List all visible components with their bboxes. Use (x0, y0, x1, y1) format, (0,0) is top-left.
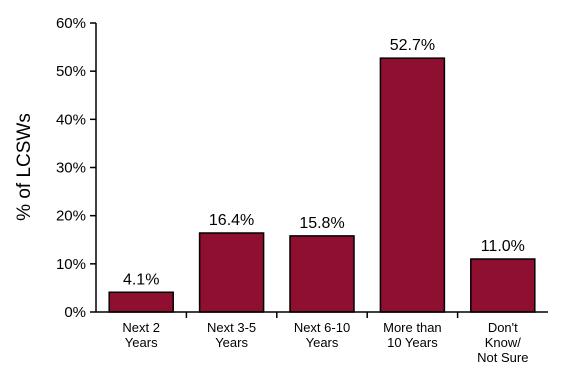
x-tick-label-line: Next 6-10 (294, 320, 350, 335)
y-axis-title: % of LCSWs (14, 113, 35, 221)
x-tick-label-line: Not Sure (477, 350, 528, 365)
bar-data-label: 15.8% (299, 215, 344, 232)
x-tick-label-line: Next 3-5 (207, 320, 256, 335)
data-labels: 4.1% 16.4% 15.8% 52.7% 11.0% (123, 37, 525, 288)
x-tick-label-line: Years (125, 335, 158, 350)
x-tick-label-line: Know/ (485, 335, 522, 350)
x-tick-label: More than 10 Years (383, 320, 442, 350)
y-axis: 0% 10% 20% 30% 40% 50% 60% (56, 15, 97, 321)
x-tick-label-line: Years (306, 335, 339, 350)
y-tick-label: 20% (56, 208, 86, 225)
bar (198, 232, 265, 313)
x-tick-label-line: Next 2 (122, 320, 160, 335)
x-tick-label: Don't Know/Not Sure (477, 320, 528, 365)
x-tick-label-line: 10 Years (387, 335, 438, 350)
bar-data-label: 52.7% (390, 37, 435, 54)
bar (379, 57, 446, 313)
x-tick-label-line: More than (383, 320, 442, 335)
y-tick-label: 30% (56, 160, 86, 177)
x-tick-label: Next 6-10 Years (294, 320, 350, 350)
y-tick-label: 60% (56, 15, 86, 32)
x-tick-label: Next 3-5 Years (207, 320, 256, 350)
x-tick-label-line: Years (215, 335, 248, 350)
bar-data-label: 4.1% (123, 271, 159, 288)
bars (108, 57, 536, 313)
x-tick-label: Next 2 Years (122, 320, 160, 350)
y-tick-label: 0% (64, 304, 86, 321)
bar-data-label: 16.4% (209, 212, 254, 229)
bar (108, 291, 174, 313)
x-tick-label-line: Don't (488, 320, 518, 335)
y-tick-label: 40% (56, 111, 86, 128)
bar (470, 258, 536, 313)
y-tick-label: 10% (56, 256, 86, 273)
bar-data-label: 11.0% (481, 238, 525, 255)
bar (289, 235, 355, 313)
y-tick-label: 50% (56, 63, 86, 80)
